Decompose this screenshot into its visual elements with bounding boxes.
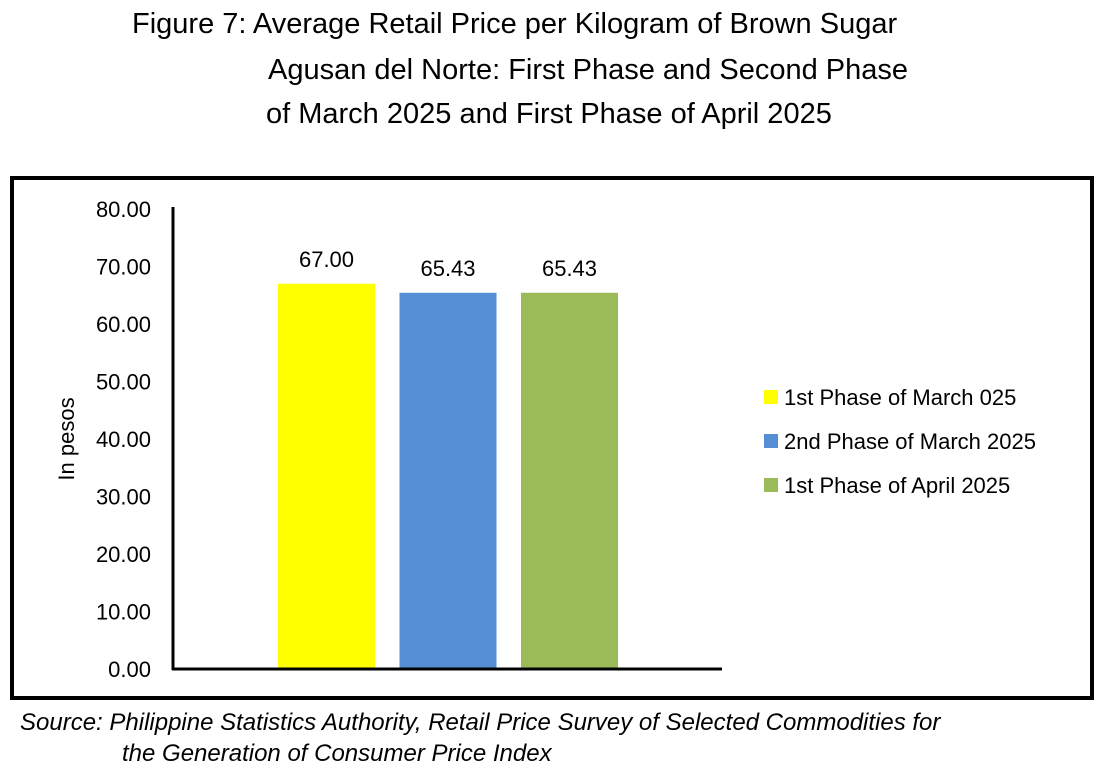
legend-swatch [764, 478, 778, 492]
y-tick-label: 20.00 [96, 542, 151, 567]
bar [278, 283, 375, 669]
data-label: 65.43 [420, 256, 475, 281]
chart-title-line-2: Agusan del Norte: First Phase and Second… [268, 54, 908, 86]
y-tick-label: 70.00 [96, 255, 151, 280]
source-note-line-2: the Generation of Consumer Price Index [122, 740, 552, 767]
chart-title-line-3: of March 2025 and First Phase of April 2… [266, 98, 832, 130]
y-tick-label: 0.00 [108, 657, 151, 682]
y-tick-label: 40.00 [96, 427, 151, 452]
data-label: 65.43 [542, 256, 597, 281]
chart-title-line-1: Figure 7: Average Retail Price per Kilog… [132, 8, 898, 40]
bar [399, 292, 497, 669]
y-tick-label: 50.00 [96, 370, 151, 395]
legend-swatch [764, 390, 778, 404]
y-axis-label: In pesos [54, 397, 79, 480]
legend-swatch [764, 434, 778, 448]
legend-label: 1st Phase of March 025 [784, 385, 1016, 410]
legend-label: 2nd Phase of March 2025 [784, 429, 1036, 454]
y-tick-label: 30.00 [96, 485, 151, 510]
legend-label: 1st Phase of April 2025 [784, 473, 1010, 498]
y-tick-label: 10.00 [96, 600, 151, 625]
source-note-line-1: Source: Philippine Statistics Authority,… [20, 709, 941, 736]
chart-frame [10, 176, 1094, 700]
y-tick-label: 80.00 [96, 197, 151, 222]
bar [521, 292, 618, 669]
data-label: 67.00 [299, 247, 354, 272]
y-tick-label: 60.00 [96, 312, 151, 337]
